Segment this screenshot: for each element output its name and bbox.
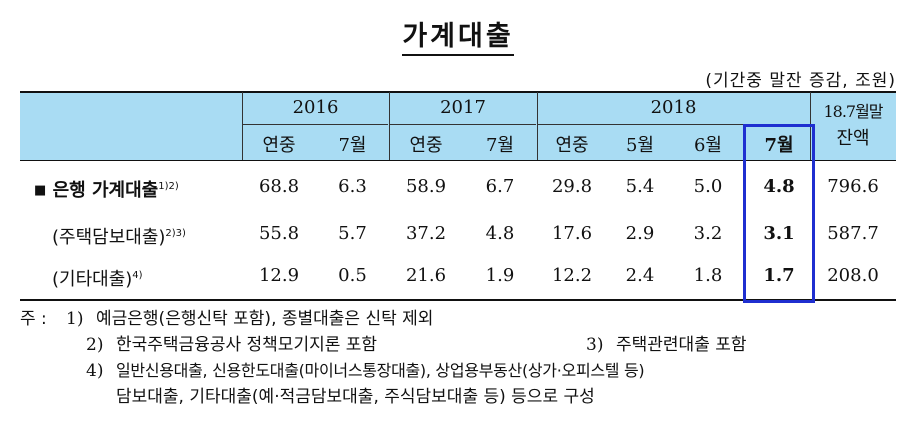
table-cell: 6.7 <box>485 176 515 197</box>
table-cell: 3.2 <box>693 223 723 244</box>
highlight-box-july-2018 <box>743 124 815 303</box>
table-cell: 58.9 <box>405 176 447 197</box>
table-cell: 21.6 <box>405 265 447 286</box>
footnote-number: 2) <box>86 335 104 355</box>
table-cell: 29.8 <box>551 176 593 197</box>
table-cell: 12.9 <box>258 265 300 286</box>
header-separator <box>389 92 390 160</box>
table-cell-balance: 587.7 <box>827 223 879 244</box>
row-label-text: 은행 가계대출 <box>52 180 159 201</box>
footnote-number: 1) <box>66 309 84 329</box>
top-rule <box>20 91 896 93</box>
row-label-bank: ■ 은행 가계대출1)2) <box>34 176 179 202</box>
header-separator <box>242 92 243 160</box>
sub-header: 연중 <box>409 135 443 156</box>
footnote-text: 일반신용대출, 신용한도대출(마이너스통장대출), 상업용부동산(상가·오피스텔… <box>116 361 645 380</box>
row-label-mortgage: (주택담보대출)2)3) <box>52 223 186 249</box>
footnote-text: 한국주택금융공사 정책모기지론 포함 <box>116 335 378 355</box>
table-cell: 37.2 <box>405 223 447 244</box>
header-separator <box>537 92 538 160</box>
table-cell: 1.8 <box>693 265 723 286</box>
year-underline-2017 <box>390 124 536 125</box>
balance-header-line2: 잔액 <box>836 128 870 149</box>
footnote-prefix: 주 : <box>20 309 47 329</box>
sub-header: 7월 <box>338 135 367 156</box>
row-label-text: (기타대출) <box>52 269 133 290</box>
footnote-ref: 4) <box>132 270 143 281</box>
bottom-rule <box>20 299 896 301</box>
row-label-text: (주택담보대출) <box>52 227 166 248</box>
table-cell: 68.8 <box>258 176 300 197</box>
sub-header: 7월 <box>485 135 514 156</box>
sub-header-highlight: 7월 <box>764 135 794 156</box>
table-cell: 12.2 <box>551 265 593 286</box>
sub-header: 6월 <box>693 135 722 156</box>
table-cell: 2.9 <box>625 223 655 244</box>
footnote-line: 담보대출, 기타대출(예·적금담보대출, 주식담보대출 등) 등으로 구성 <box>20 384 900 410</box>
footnote-text: 예금은행(은행신탁 포함), 종별대출은 신탁 제외 <box>96 309 434 329</box>
footnote-line: 4) 일반신용대출, 신용한도대출(마이너스통장대출), 상업용부동산(상가·오… <box>20 358 900 384</box>
table-cell: 6.3 <box>338 176 367 197</box>
footnotes: 주 : 1) 예금은행(은행신탁 포함), 종별대출은 신탁 제외 2) 한국주… <box>20 306 900 410</box>
footnote-line: 2) 한국주택금융공사 정책모기지론 포함 3) 주택관련대출 포함 <box>20 332 900 358</box>
footnote-number: 4) <box>86 361 104 381</box>
table-cell: 2.4 <box>625 265 655 286</box>
table-title-text: 가계대출 <box>402 21 514 56</box>
table-cell: 17.6 <box>551 223 593 244</box>
table-cell: 4.8 <box>485 223 515 244</box>
year-2018: 2018 <box>650 97 697 118</box>
table-cell: 5.4 <box>625 176 655 197</box>
sub-header: 5월 <box>625 135 654 156</box>
sub-header: 연중 <box>262 135 296 156</box>
year-underline-2016 <box>242 124 388 125</box>
table-title: 가계대출 <box>0 14 916 56</box>
footnote-line: 주 : 1) 예금은행(은행신탁 포함), 종별대출은 신탁 제외 <box>20 306 900 332</box>
year-underline-2018 <box>538 124 806 125</box>
footnote-number: 3) <box>586 335 604 355</box>
balance-header-line1: 18.7월말 <box>823 102 883 121</box>
row-label-other: (기타대출)4) <box>52 265 143 291</box>
unit-label: (기간중 말잔 증감, 조원) <box>705 71 896 91</box>
table-cell-highlight: 3.1 <box>763 223 795 244</box>
table-cell: 5.7 <box>338 223 367 244</box>
footnote-text: 담보대출, 기타대출(예·적금담보대출, 주식담보대출 등) 등으로 구성 <box>116 387 595 407</box>
year-2016: 2016 <box>292 97 339 118</box>
footnote-ref: 1)2) <box>158 181 179 192</box>
footnote-ref: 2)3) <box>165 228 186 239</box>
bullet-icon: ■ <box>34 183 47 198</box>
table-cell-balance: 208.0 <box>827 265 879 286</box>
table-cell: 5.0 <box>693 176 723 197</box>
table-cell: 0.5 <box>338 265 367 286</box>
header-rule <box>20 160 896 161</box>
year-2017: 2017 <box>440 97 486 118</box>
table-cell: 55.8 <box>258 223 300 244</box>
footnote-text: 주택관련대출 포함 <box>616 335 747 355</box>
table-cell: 1.9 <box>485 265 515 286</box>
table-cell-highlight: 4.8 <box>763 176 795 197</box>
sub-header: 연중 <box>555 135 589 156</box>
table-cell-highlight: 1.7 <box>763 265 795 286</box>
table-cell-balance: 796.6 <box>827 176 879 197</box>
